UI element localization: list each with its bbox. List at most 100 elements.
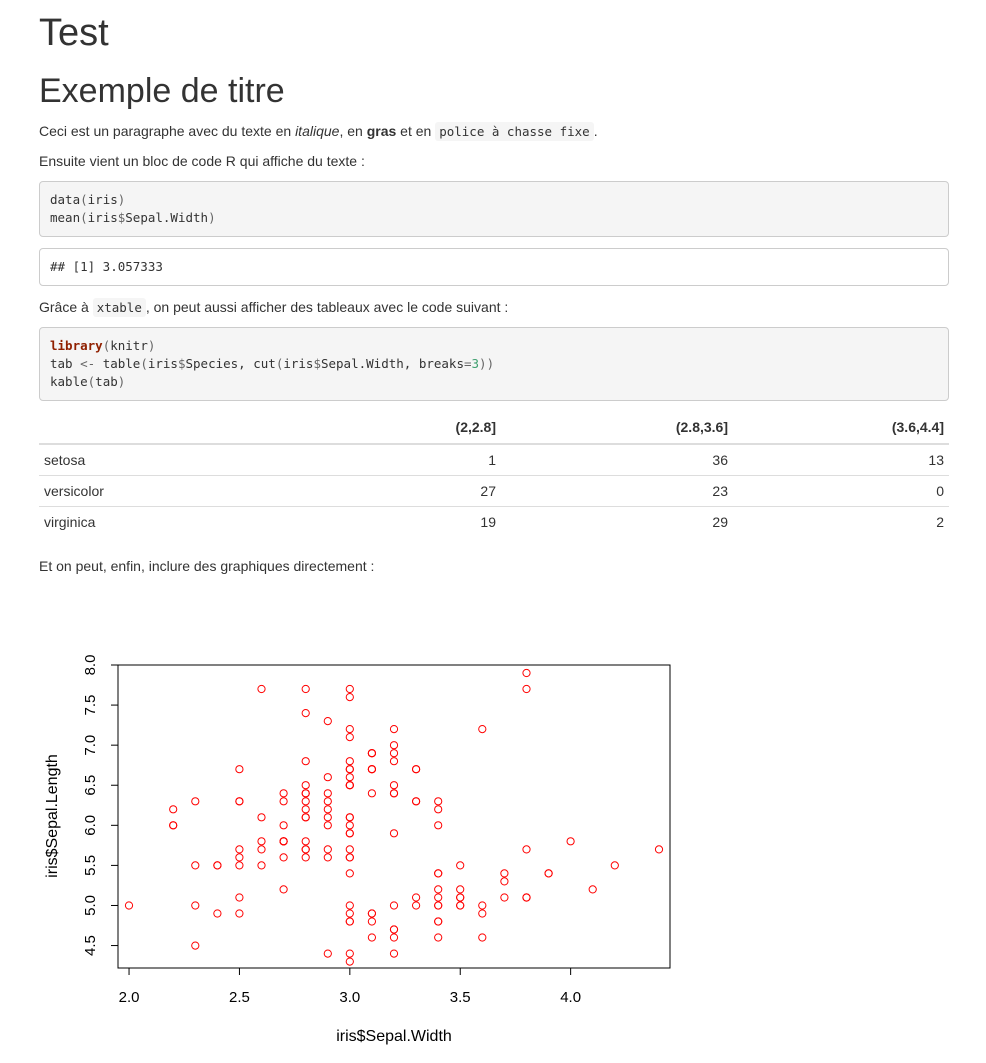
y-axis: 4.5 5.0 5.5 6.0 6.5 7.0 7.5 8.0 [82, 655, 119, 956]
table-header-cell: (3.6,4.4] [733, 413, 949, 445]
intro-paragraph: Ceci est un paragraphe avec du texte en … [39, 121, 598, 142]
data-point [323, 805, 332, 814]
data-point [301, 781, 310, 790]
intro-text: et en [396, 123, 436, 139]
data-point [345, 845, 354, 854]
code-token: kable [50, 374, 88, 389]
data-point [566, 837, 575, 846]
data-point [169, 805, 178, 814]
data-point [367, 789, 376, 798]
data-point [345, 957, 354, 966]
code-token: data [50, 192, 81, 207]
y-tick-label: 6.5 [82, 775, 99, 796]
data-point [412, 901, 421, 910]
data-point [323, 773, 332, 782]
code-token: iris [283, 356, 314, 371]
data-point [235, 853, 244, 862]
data-point [301, 757, 310, 766]
table-row: setosa 1 36 13 [39, 443, 949, 476]
data-point [301, 845, 310, 854]
code-token: iris [87, 192, 118, 207]
data-point [389, 741, 399, 750]
table-cell: 36 [501, 443, 733, 476]
data-point [456, 893, 465, 902]
data-point [456, 861, 465, 870]
data-point [323, 813, 332, 822]
data-point [345, 733, 354, 742]
code-token: iris [147, 356, 178, 371]
data-point [389, 725, 399, 734]
data-point [478, 901, 487, 910]
table-cell: 2 [733, 506, 949, 537]
data-point [367, 909, 376, 918]
data-point [434, 893, 443, 902]
data-point [169, 821, 178, 830]
y-tick-label: 5.0 [82, 895, 99, 916]
data-point [389, 933, 399, 942]
data-point [389, 757, 399, 766]
data-point [654, 845, 664, 854]
data-point [345, 813, 354, 822]
table-cell: 1 [429, 443, 501, 476]
data-point [235, 765, 244, 774]
data-point [345, 909, 354, 918]
code-token: tab [50, 356, 81, 371]
data-point [345, 853, 354, 862]
data-point [191, 901, 200, 910]
species-table: (2,2.8] (2.8,3.6] (3.6,4.4] setosa 1 36 … [39, 413, 949, 537]
data-point [389, 749, 399, 758]
data-point [500, 869, 509, 878]
data-point [389, 925, 399, 934]
data-point [345, 781, 354, 790]
code-token: iris [87, 210, 118, 225]
data-point [522, 668, 531, 678]
data-point [301, 813, 310, 822]
data-point [367, 917, 376, 926]
data-point [279, 853, 288, 862]
data-point [522, 845, 531, 854]
code-token: mean [50, 210, 81, 225]
data-point [345, 869, 354, 878]
data-point [257, 861, 266, 870]
data-point [323, 821, 332, 830]
data-point [345, 684, 354, 694]
data-point [389, 949, 399, 958]
code-token: ( [80, 210, 88, 225]
data-point [500, 877, 509, 886]
data-point [478, 909, 487, 918]
paragraph-text: , on peut aussi afficher des tableaux av… [145, 299, 509, 315]
code-intro-paragraph: Ensuite vient un bloc de code R qui affi… [39, 153, 365, 169]
code-token: $ [117, 210, 126, 225]
intro-text: . [593, 123, 598, 139]
data-point [434, 901, 443, 910]
data-point [412, 797, 421, 806]
code-token: $ [177, 356, 186, 371]
x-tick-label: 3.5 [450, 989, 471, 1006]
data-point [323, 845, 332, 854]
code-token: ) [117, 374, 126, 389]
data-point [610, 861, 619, 870]
table-header-cell: (2,2.8] [429, 413, 501, 445]
table-header-row: (2,2.8] (2.8,3.6] (3.6,4.4] [39, 413, 949, 445]
code-token: ) [147, 338, 156, 353]
code-block-1: data(iris) mean(iris$Sepal.Width) [39, 181, 949, 237]
xtable-paragraph: Grâce à xtable, on peut aussi afficher d… [39, 297, 508, 318]
data-point [235, 893, 244, 902]
x-tick-label: 4.0 [560, 989, 581, 1006]
x-axis-label: iris$Sepal.Width [336, 1028, 452, 1045]
table-cell: 27 [429, 475, 501, 507]
code-token: ( [87, 374, 96, 389]
inline-code: xtable [92, 298, 146, 317]
code-block-2: library(knitr) tab <- table(iris$Species… [39, 327, 949, 401]
y-axis-label: iris$Sepal.Length [44, 754, 61, 878]
data-point [522, 893, 531, 902]
x-tick-label: 3.0 [339, 989, 360, 1006]
data-point [345, 829, 354, 838]
data-point [301, 805, 310, 814]
data-point [235, 797, 244, 806]
data-point [389, 829, 399, 838]
table-cell: 13 [733, 443, 949, 476]
data-point [235, 861, 244, 870]
data-point [434, 885, 443, 894]
code-token: )) [479, 356, 495, 371]
